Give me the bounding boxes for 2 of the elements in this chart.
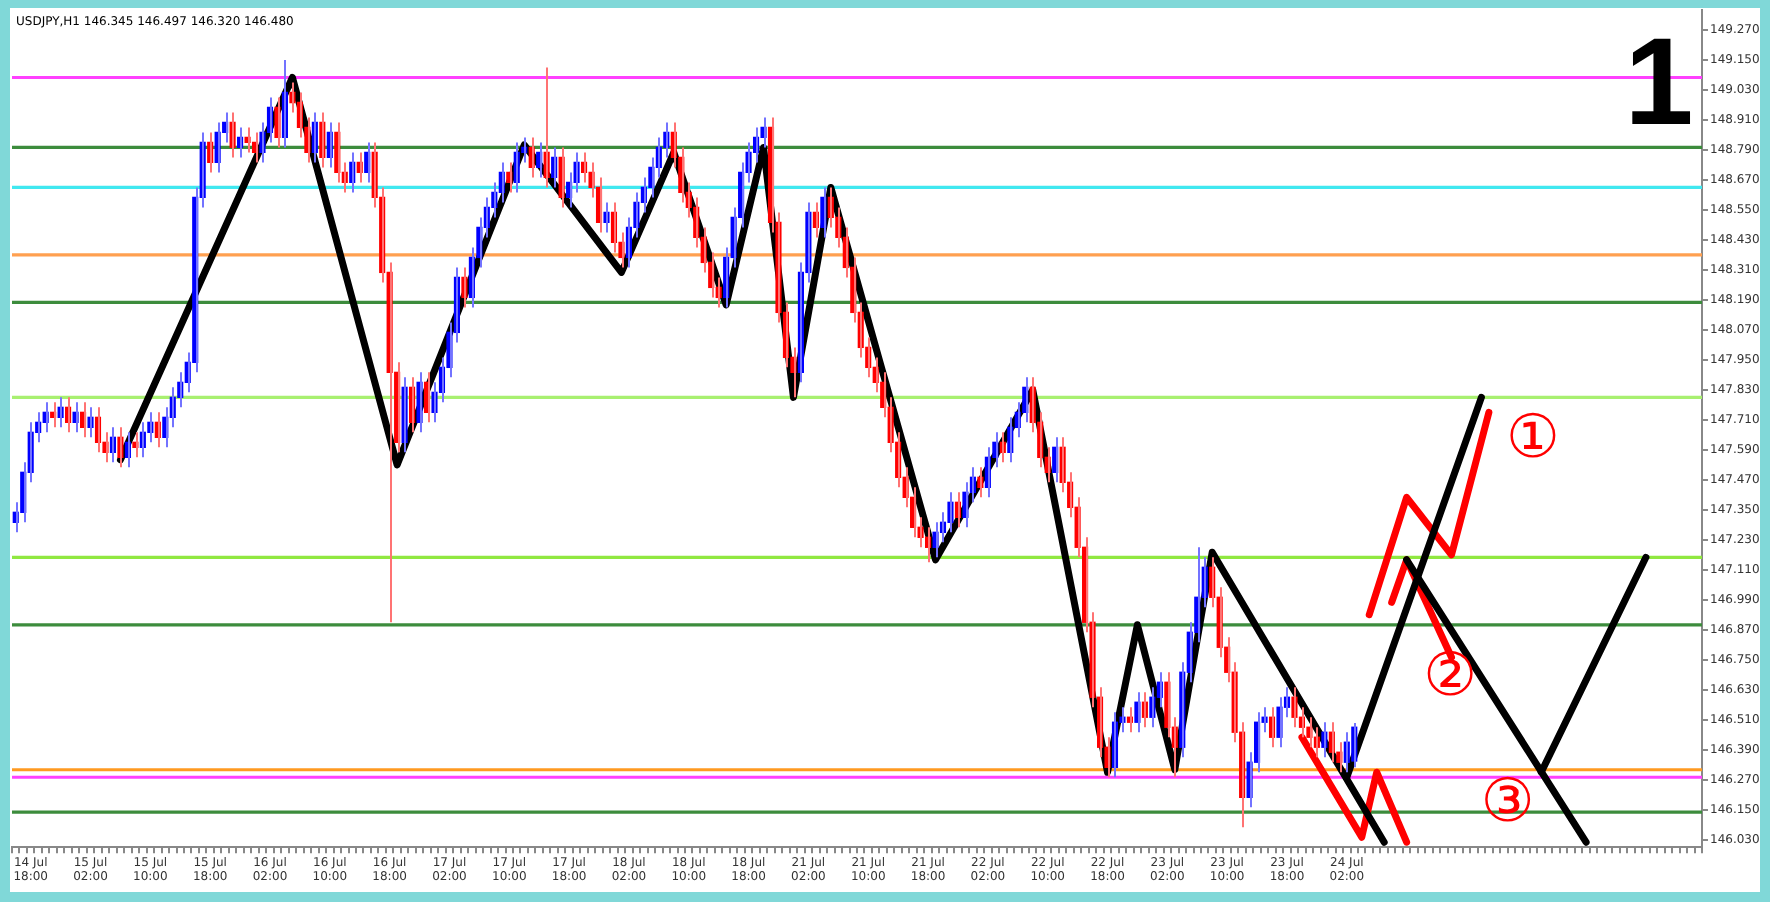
annotation: ② [1423,641,1478,712]
annotation: ① [1506,402,1560,473]
